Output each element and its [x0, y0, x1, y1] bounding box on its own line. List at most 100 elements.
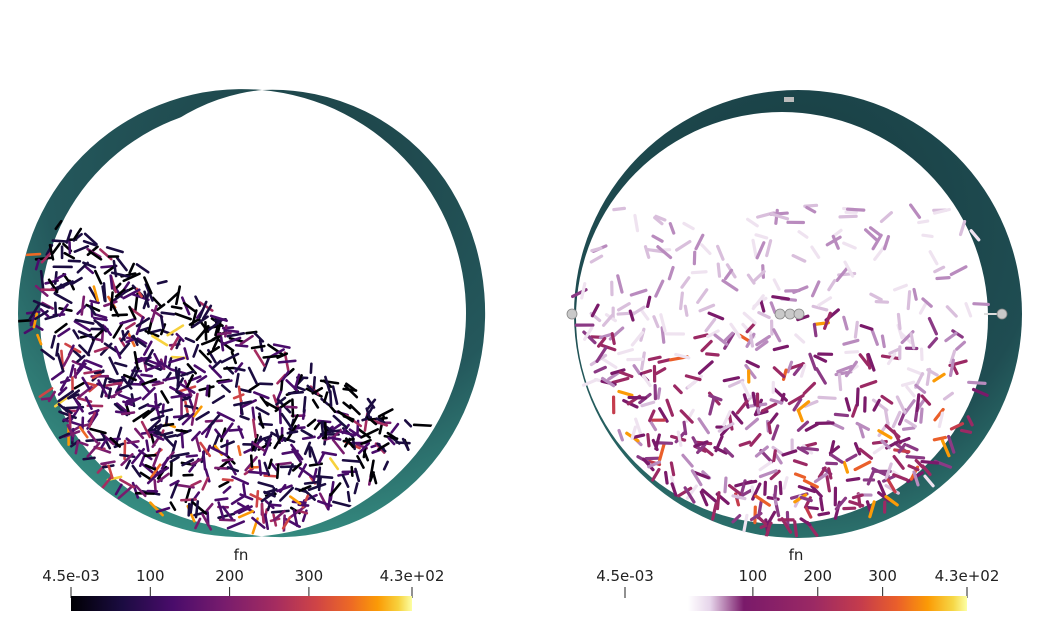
contact-segment — [641, 374, 652, 388]
contact-segment — [800, 446, 820, 452]
contact-segment — [248, 382, 261, 392]
contact-segment — [177, 412, 190, 421]
contact-segment — [633, 213, 640, 233]
contact-segment — [311, 398, 320, 409]
contact-segment — [63, 251, 76, 260]
contact-segment — [753, 409, 769, 417]
contact-segment — [598, 343, 617, 352]
contact-segment — [630, 425, 637, 440]
contact-segment — [136, 374, 146, 385]
contact-segment — [323, 429, 340, 434]
contact-segment — [918, 300, 929, 315]
contact-segment — [766, 510, 777, 526]
contact-segment — [799, 495, 813, 503]
contact-segment — [796, 409, 804, 423]
contact-segment — [158, 466, 170, 475]
contact-segment — [143, 340, 153, 356]
contact-segment — [964, 302, 973, 318]
contact-segment — [342, 401, 352, 410]
contact-segment — [207, 413, 222, 429]
contact-segment — [128, 305, 137, 320]
contact-segment — [176, 483, 195, 489]
contact-segment — [338, 430, 357, 437]
contact-segment — [702, 446, 714, 457]
contact-segment — [105, 246, 124, 254]
contact-segment — [765, 239, 773, 258]
contact-segment — [892, 454, 905, 470]
contact-segment — [332, 500, 352, 508]
contact-segment — [769, 301, 777, 315]
contact-segment — [597, 336, 607, 348]
contact-segment — [190, 458, 203, 466]
contact-segment — [646, 295, 652, 309]
contact-segment — [640, 400, 656, 408]
contact-segment — [828, 440, 836, 457]
contact-segment — [122, 373, 137, 382]
contact-segment — [870, 328, 879, 346]
contact-segment — [169, 479, 180, 487]
contact-segment — [601, 313, 614, 327]
contact-segment — [582, 330, 597, 345]
contact-segment — [36, 333, 43, 346]
contact-segment — [648, 409, 656, 423]
contact-segment — [269, 503, 282, 507]
contact-segment — [232, 393, 245, 400]
contact-segment — [40, 397, 52, 401]
contact-segment — [909, 332, 916, 350]
contact-segment — [170, 305, 183, 310]
left-panel — [17, 89, 486, 538]
contact-segment — [928, 250, 939, 266]
contact-segment — [698, 303, 716, 313]
contact-segment — [80, 295, 86, 316]
contact-segment — [195, 410, 210, 421]
contact-segment — [100, 460, 116, 466]
contact-segment — [813, 354, 828, 363]
contact-segment — [632, 364, 642, 376]
contact-segment — [140, 420, 152, 439]
contact-segment — [201, 476, 210, 491]
contact-segment — [190, 479, 202, 487]
contact-segment — [769, 469, 781, 481]
contact-segment — [275, 396, 287, 406]
contact-segment — [360, 438, 372, 446]
contact-segment — [164, 434, 178, 439]
contact-segment — [209, 314, 228, 322]
contact-segment — [303, 480, 322, 485]
contact-segment — [194, 517, 202, 530]
contact-segment — [707, 311, 725, 321]
left-colorbar — [71, 596, 412, 611]
contact-segment — [593, 365, 607, 374]
contact-segment — [151, 436, 161, 449]
contact-segment — [880, 334, 886, 349]
contact-segment — [805, 205, 817, 214]
contact-segment — [85, 303, 101, 312]
contact-segment — [237, 385, 243, 403]
contact-segment — [853, 442, 862, 456]
contact-segment — [366, 398, 377, 410]
contact-segment — [48, 243, 55, 261]
contact-segment — [114, 288, 126, 298]
contact-segment — [251, 406, 256, 421]
contact-segment — [949, 422, 965, 431]
contact-segment — [590, 303, 600, 318]
contact-segment — [833, 412, 850, 418]
contact-segment — [94, 313, 108, 319]
contact-segment — [898, 436, 911, 444]
contact-segment — [151, 296, 162, 308]
contact-segment — [749, 334, 755, 348]
contact-segment — [746, 217, 759, 228]
contact-segment — [874, 300, 890, 304]
contact-segment — [319, 379, 340, 385]
contact-segment — [311, 386, 324, 395]
contact-segment — [917, 219, 930, 225]
contact-segment — [802, 479, 819, 489]
contact-segment — [292, 508, 299, 528]
contact-segment — [53, 395, 70, 408]
contact-segment — [838, 214, 858, 219]
contact-segment — [877, 480, 887, 497]
contact-segment — [610, 368, 626, 376]
contact-segment — [160, 456, 170, 470]
contact-segment — [100, 437, 109, 449]
contact-segment — [749, 432, 762, 447]
contact-segment — [237, 445, 242, 457]
